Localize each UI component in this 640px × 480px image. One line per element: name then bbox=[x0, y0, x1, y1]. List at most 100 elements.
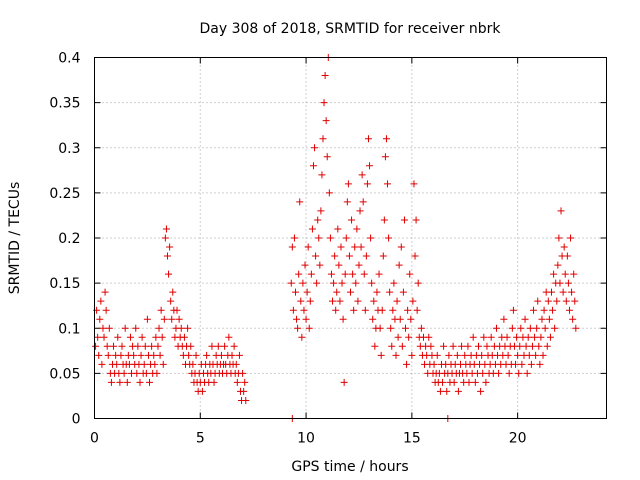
data-point bbox=[534, 297, 542, 305]
data-point bbox=[160, 315, 168, 323]
data-point bbox=[168, 315, 176, 323]
data-point bbox=[143, 315, 151, 323]
data-point bbox=[572, 324, 580, 332]
data-point bbox=[208, 342, 216, 350]
data-point bbox=[126, 333, 134, 341]
data-point bbox=[349, 270, 357, 278]
data-point bbox=[136, 378, 144, 386]
data-point bbox=[332, 306, 340, 314]
data-point bbox=[140, 360, 148, 368]
data-point bbox=[322, 117, 330, 125]
data-point bbox=[392, 351, 400, 359]
data-point bbox=[138, 333, 146, 341]
data-point bbox=[530, 306, 538, 314]
data-point bbox=[184, 324, 192, 332]
data-point bbox=[319, 135, 327, 143]
data-point bbox=[557, 207, 565, 215]
data-point bbox=[427, 342, 435, 350]
data-point bbox=[316, 261, 324, 269]
data-point bbox=[343, 198, 351, 206]
data-point bbox=[293, 315, 301, 323]
data-point bbox=[97, 297, 105, 305]
data-point bbox=[532, 351, 540, 359]
data-point bbox=[538, 315, 546, 323]
data-point bbox=[291, 288, 299, 296]
data-point bbox=[313, 279, 321, 287]
data-point bbox=[430, 360, 438, 368]
x-tick-label: 10 bbox=[297, 431, 315, 447]
data-point bbox=[378, 306, 386, 314]
data-point bbox=[297, 297, 305, 305]
data-point bbox=[354, 297, 362, 305]
data-point bbox=[565, 306, 573, 314]
data-point bbox=[189, 360, 197, 368]
data-point bbox=[150, 351, 158, 359]
data-point bbox=[522, 342, 530, 350]
data-point bbox=[177, 324, 185, 332]
data-point bbox=[526, 324, 534, 332]
data-point bbox=[551, 324, 559, 332]
data-point bbox=[559, 288, 567, 296]
data-point bbox=[381, 153, 389, 161]
data-point bbox=[359, 198, 367, 206]
data-point bbox=[95, 351, 103, 359]
data-point bbox=[134, 342, 142, 350]
data-point bbox=[368, 279, 376, 287]
data-point bbox=[336, 297, 344, 305]
data-point bbox=[221, 342, 229, 350]
tick-label-layer: 0 0.05 0.1 0.15 0.2 0.25 0.3 0.35 0.4 0 5 10 15 20 bbox=[49, 51, 526, 447]
data-point bbox=[402, 324, 410, 332]
y-tick-label: 0.15 bbox=[49, 276, 80, 292]
data-point bbox=[326, 234, 334, 242]
chart-title: Day 308 of 2018, SRMTID for receiver nbr… bbox=[199, 21, 501, 37]
y-tick-label: 0.25 bbox=[49, 186, 80, 202]
data-point bbox=[483, 342, 491, 350]
data-point bbox=[303, 288, 311, 296]
data-point bbox=[214, 342, 222, 350]
data-point bbox=[99, 324, 107, 332]
data-point bbox=[482, 378, 490, 386]
data-point bbox=[537, 333, 545, 341]
data-point bbox=[549, 306, 557, 314]
data-point bbox=[553, 297, 561, 305]
data-point bbox=[298, 333, 306, 341]
data-point bbox=[318, 171, 326, 179]
y-tick-label: 0.3 bbox=[58, 141, 80, 157]
data-point bbox=[342, 234, 350, 242]
data-point bbox=[513, 333, 521, 341]
data-point bbox=[414, 279, 422, 287]
data-point bbox=[408, 351, 416, 359]
data-point bbox=[306, 297, 314, 305]
data-point bbox=[569, 315, 577, 323]
data-point bbox=[377, 351, 385, 359]
data-point bbox=[166, 243, 174, 251]
data-point bbox=[153, 369, 161, 377]
data-point bbox=[384, 180, 392, 188]
data-point bbox=[308, 225, 316, 233]
data-point bbox=[560, 243, 568, 251]
data-point bbox=[367, 234, 375, 242]
data-point bbox=[514, 351, 522, 359]
data-point bbox=[564, 279, 572, 287]
data-point bbox=[154, 342, 162, 350]
data-point bbox=[101, 288, 109, 296]
data-point bbox=[325, 189, 333, 197]
data-point bbox=[369, 315, 377, 323]
data-point bbox=[536, 360, 544, 368]
data-point bbox=[527, 360, 535, 368]
data-point bbox=[151, 360, 159, 368]
data-point bbox=[240, 387, 248, 395]
data-point bbox=[132, 324, 140, 332]
data-point bbox=[239, 369, 247, 377]
data-point bbox=[398, 342, 406, 350]
data-point bbox=[104, 351, 112, 359]
data-point bbox=[312, 252, 320, 260]
data-point bbox=[161, 234, 169, 242]
y-tick-label: 0.05 bbox=[49, 366, 80, 382]
x-tick-label: 20 bbox=[509, 431, 527, 447]
data-point bbox=[547, 288, 555, 296]
data-point bbox=[305, 324, 313, 332]
data-point bbox=[107, 378, 115, 386]
data-point bbox=[523, 369, 531, 377]
data-point bbox=[517, 324, 525, 332]
